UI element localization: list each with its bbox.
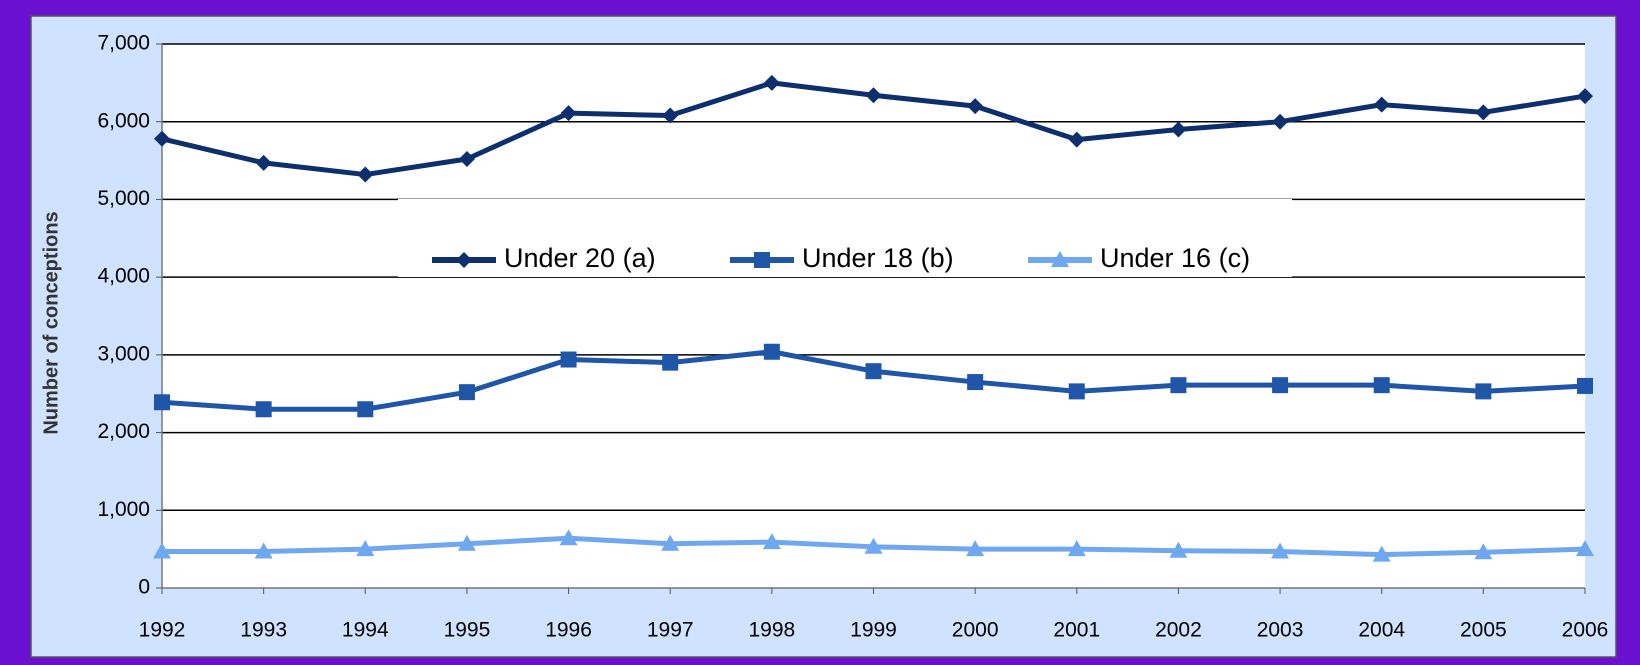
legend-marker [1051, 251, 1069, 267]
legend [398, 199, 1292, 277]
data-point [1170, 121, 1187, 138]
data-point [1170, 377, 1187, 394]
x-tick-label: 2000 [952, 619, 999, 642]
data-point [559, 529, 578, 546]
data-point [1577, 88, 1593, 105]
data-point [1068, 383, 1085, 400]
data-point [357, 401, 374, 418]
x-tick-label: 1996 [545, 619, 592, 642]
data-point [1475, 383, 1492, 400]
y-tick-label: 2,000 [97, 420, 150, 443]
legend-marker [456, 252, 472, 268]
data-point [1068, 131, 1085, 148]
legend-label: Under 16 (c) [1100, 243, 1250, 273]
data-point [154, 394, 170, 411]
y-axis-label: Number of conceptions [40, 211, 62, 434]
plot-area [162, 44, 1585, 588]
y-tick-label: 1,000 [97, 498, 150, 521]
legend-label: Under 18 (b) [802, 243, 954, 273]
data-point [967, 374, 984, 391]
data-point [356, 540, 375, 557]
y-tick-label: 7,000 [97, 32, 150, 55]
data-point [967, 98, 984, 115]
data-point [763, 74, 780, 91]
x-tick-label: 2002 [1155, 619, 1202, 642]
data-point [457, 534, 476, 551]
data-point [1372, 545, 1391, 562]
data-point [458, 384, 475, 401]
x-tick-label: 2006 [1562, 619, 1609, 642]
data-point [154, 130, 170, 147]
data-point [458, 151, 475, 168]
data-point [762, 533, 781, 550]
data-point [966, 540, 985, 557]
data-point [1169, 541, 1188, 558]
data-point [1271, 542, 1290, 559]
x-tick-label: 1997 [647, 619, 694, 642]
x-tick-label: 1999 [850, 619, 897, 642]
data-point [661, 534, 680, 551]
y-tick-label: 3,000 [97, 342, 150, 365]
data-point [1475, 104, 1492, 121]
data-point [1272, 377, 1289, 394]
x-tick-label: 1993 [240, 619, 287, 642]
y-tick-label: 0 [138, 576, 150, 599]
data-point [254, 542, 273, 559]
data-point [1474, 543, 1493, 560]
x-tick-label: 2005 [1460, 619, 1507, 642]
y-tick-label: 4,000 [97, 265, 150, 288]
data-point [865, 363, 882, 380]
data-point [1577, 377, 1593, 394]
data-point [1373, 96, 1390, 113]
x-tick-label: 2003 [1257, 619, 1304, 642]
y-tick-label: 5,000 [97, 187, 150, 210]
x-tick-label: 1998 [748, 619, 795, 642]
y-tick-label: 6,000 [97, 109, 150, 132]
data-point [1067, 540, 1086, 557]
data-point [662, 107, 679, 124]
legend-marker [754, 252, 770, 268]
x-tick-label: 2001 [1053, 619, 1100, 642]
x-tick-label: 1994 [342, 619, 389, 642]
data-point [255, 154, 272, 171]
data-point [865, 87, 882, 104]
data-point [560, 105, 577, 122]
data-point [1576, 540, 1594, 557]
data-point [560, 351, 577, 368]
data-point [763, 343, 780, 360]
x-tick-label: 1995 [444, 619, 491, 642]
data-point [357, 166, 374, 183]
x-tick-label: 2004 [1358, 619, 1405, 642]
x-tick-label: 1992 [139, 619, 186, 642]
data-point [1373, 377, 1390, 394]
data-point [662, 354, 679, 371]
data-point [153, 542, 171, 559]
data-point [864, 537, 883, 554]
legend-label: Under 20 (a) [504, 243, 656, 273]
data-point [255, 401, 272, 418]
data-point [1272, 113, 1289, 130]
